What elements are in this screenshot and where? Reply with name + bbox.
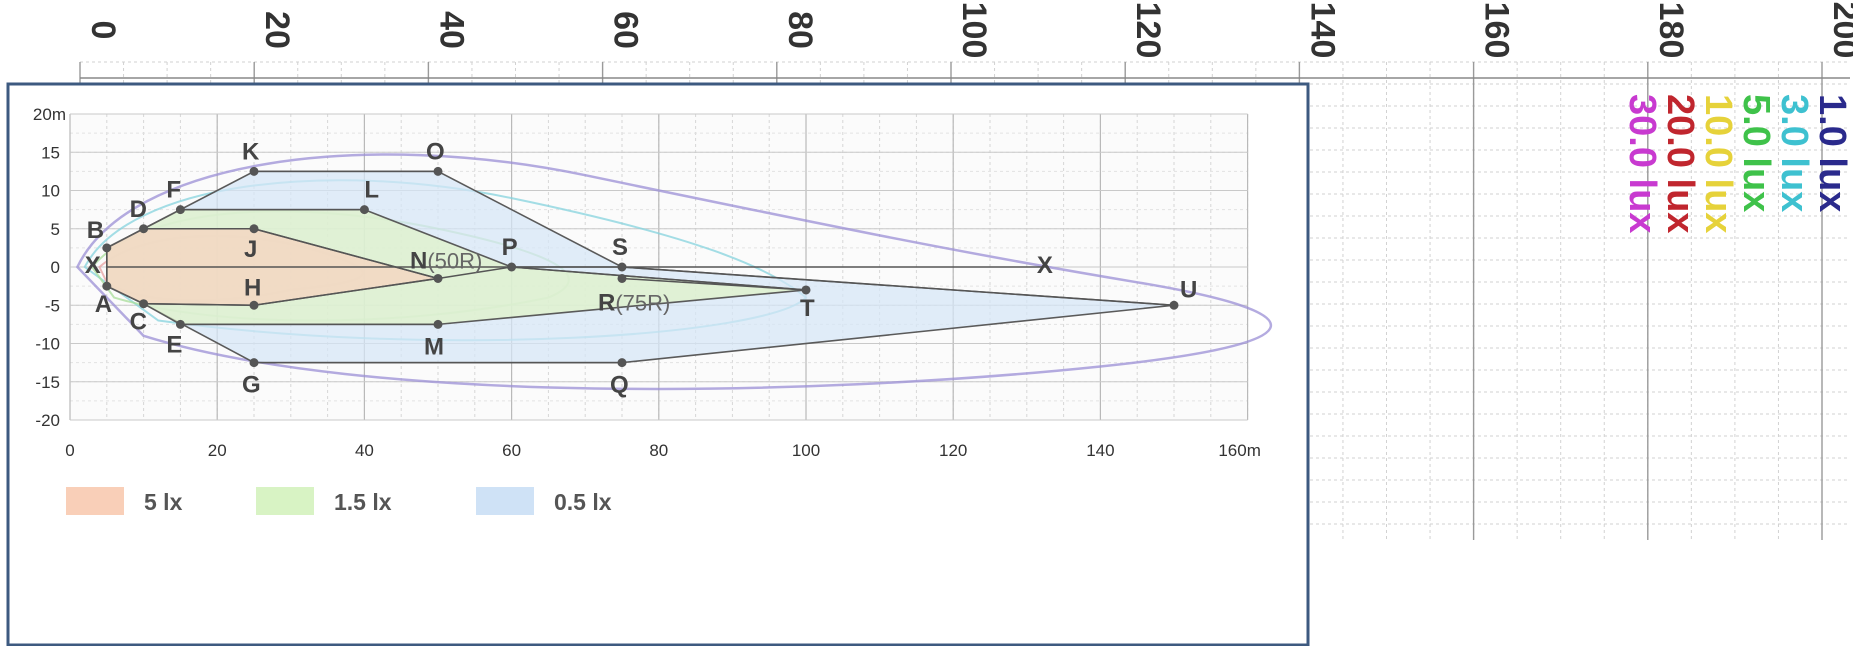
x-tick-label: 60 xyxy=(502,441,521,460)
back-x-tick-label: 160 xyxy=(1478,2,1516,59)
point-label: E xyxy=(166,331,182,358)
point-label: X xyxy=(1037,252,1053,279)
point-d-marker xyxy=(139,224,149,234)
x-tick-label: 140 xyxy=(1086,441,1114,460)
point-t-marker xyxy=(801,285,811,295)
point-label: K xyxy=(242,138,260,165)
x-tick-label: 40 xyxy=(355,441,374,460)
point-e-marker xyxy=(175,319,185,329)
point-r-marker xyxy=(617,273,627,283)
legend-label: 1.5 lx xyxy=(334,489,392,515)
x-tick-label: 120 xyxy=(939,441,967,460)
point-q-marker xyxy=(617,358,627,368)
point-label: D xyxy=(130,196,147,223)
point-label-suffix: (75R) xyxy=(615,290,670,315)
back-legend-label: 1.0 lux xyxy=(1811,94,1853,212)
point-label: X xyxy=(85,252,101,279)
construction-line xyxy=(437,266,512,280)
legend-label: 0.5 lx xyxy=(554,489,612,515)
point-j-marker xyxy=(249,224,259,234)
legend-swatch xyxy=(66,487,124,515)
point-s-marker xyxy=(617,262,627,272)
point-k-marker xyxy=(249,166,259,176)
back-x-tick-label: 100 xyxy=(955,2,993,59)
construction-line xyxy=(143,302,255,306)
point-c-marker xyxy=(139,299,149,309)
point-label: H xyxy=(244,274,261,301)
point-label: B xyxy=(87,217,104,244)
y-tick-label: 10 xyxy=(41,182,60,201)
point-b-marker xyxy=(102,243,112,253)
back-legend-label: 3.0 lux xyxy=(1773,94,1815,212)
point-f-marker xyxy=(175,205,185,215)
point-label: G xyxy=(242,372,261,399)
construction-line xyxy=(511,266,807,291)
legend-label: 5 lx xyxy=(144,489,183,515)
x-tick-label: 20 xyxy=(208,441,227,460)
point-label: O xyxy=(426,138,445,165)
back-legend-label: 20.0 lux xyxy=(1659,94,1701,233)
point-label: M xyxy=(424,333,444,360)
back-x-tick-label: 20 xyxy=(258,11,296,49)
y-tick-label: 0 xyxy=(51,258,60,277)
construction-line xyxy=(253,228,439,280)
point-label: U xyxy=(1180,276,1197,303)
back-legend-label: 5.0 lux xyxy=(1735,94,1777,212)
construction-line xyxy=(621,277,807,291)
back-x-tick-label: 140 xyxy=(1303,2,1341,59)
back-x-tick-label: 0 xyxy=(84,21,122,40)
x-tick-label: 100 xyxy=(792,441,820,460)
back-x-tick-label: 80 xyxy=(781,11,819,49)
point-label: R(75R) xyxy=(598,289,670,316)
point-label: A xyxy=(95,291,112,318)
y-tick-label: -20 xyxy=(35,411,60,430)
back-legend-label: 30.0 lux xyxy=(1621,94,1663,233)
y-tick-label: 5 xyxy=(51,220,60,239)
point-label-suffix: (50R) xyxy=(427,248,482,273)
point-label: F xyxy=(166,177,181,204)
y-top-label: 20m xyxy=(33,105,66,124)
x-end-label: 160m xyxy=(1218,441,1261,460)
point-l-marker xyxy=(359,205,369,215)
point-o-marker xyxy=(433,166,443,176)
point-label: C xyxy=(130,309,147,336)
x-tick-label: 80 xyxy=(649,441,668,460)
point-h-marker xyxy=(249,300,259,310)
back-x-tick-label: 60 xyxy=(607,11,645,49)
legend-swatch xyxy=(476,487,534,515)
legend-swatch xyxy=(256,487,314,515)
back-x-tick-label: 120 xyxy=(1129,2,1167,59)
point-n-marker xyxy=(433,273,443,283)
point-p-marker xyxy=(507,262,517,272)
y-tick-label: -10 xyxy=(35,335,60,354)
point-label: T xyxy=(800,295,815,322)
x-tick-label: 0 xyxy=(65,441,74,460)
point-label: L xyxy=(364,177,379,204)
y-tick-label: 15 xyxy=(41,143,60,162)
point-label: Q xyxy=(610,372,629,399)
isolux-contour xyxy=(75,153,1273,391)
point-label: S xyxy=(612,234,628,261)
y-tick-label: -5 xyxy=(45,296,60,315)
back-x-tick-label: 200 xyxy=(1826,2,1853,59)
point-u-marker xyxy=(1169,300,1179,310)
y-tick-label: -15 xyxy=(35,373,60,392)
point-label: N(50R) xyxy=(410,247,482,274)
back-x-tick-label: 180 xyxy=(1652,2,1690,59)
construction-line xyxy=(621,266,1175,306)
construction-line xyxy=(253,277,439,306)
point-g-marker xyxy=(249,358,259,368)
point-label: J xyxy=(244,236,257,263)
back-legend-label: 10.0 lux xyxy=(1697,94,1739,233)
point-label: P xyxy=(502,234,518,261)
back-x-tick-label: 40 xyxy=(432,11,470,49)
point-m-marker xyxy=(433,319,443,329)
point-a-marker xyxy=(102,281,112,291)
